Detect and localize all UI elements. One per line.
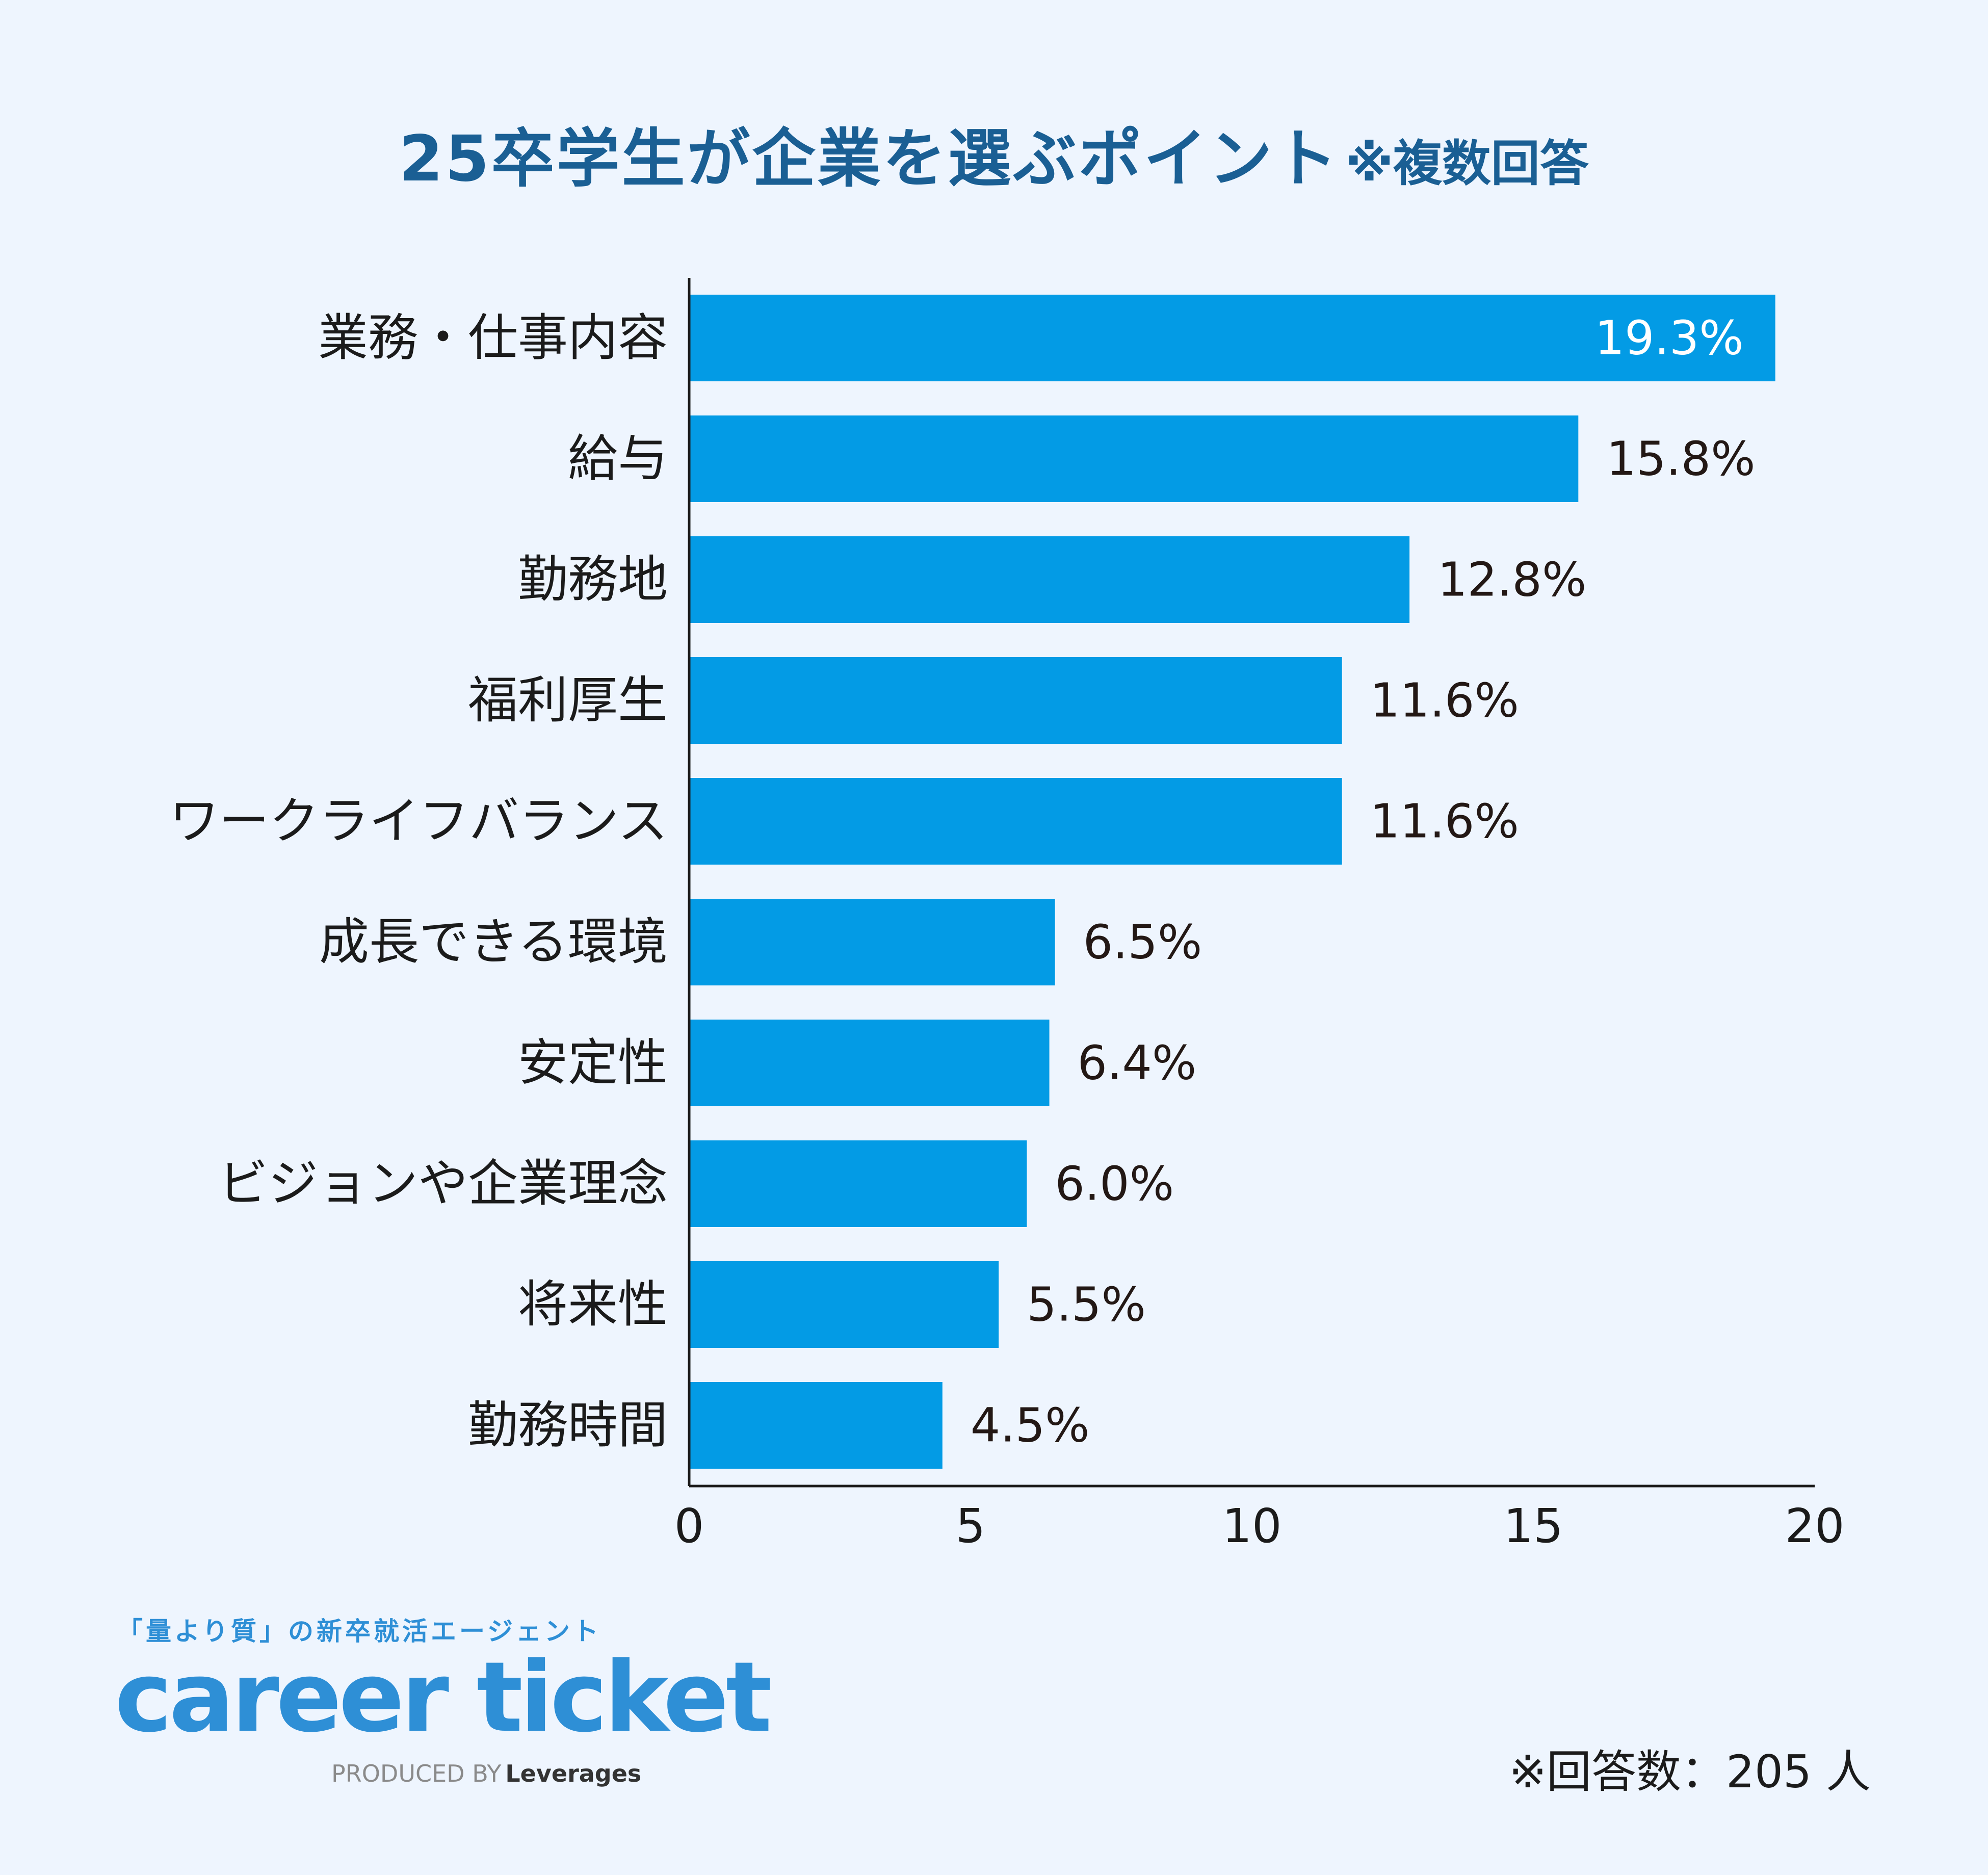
bar-7 [689,1020,1050,1106]
category-label: ビジョンや企業理念 [218,1155,668,1213]
category-labels: 業務・仕事内容給与勤務地福利厚生ワークライフバランス成長できる環境安定性ビジョン… [169,309,668,1454]
category-label: 成長できる環境 [319,913,668,971]
bar-9 [689,1261,999,1348]
value-label: 6.5% [1083,915,1202,970]
category-label: 安定性 [518,1034,668,1092]
category-label: 業務・仕事内容 [318,309,668,367]
value-label: 11.6% [1370,794,1519,849]
category-label: 勤務地 [518,551,668,609]
bar-2 [689,415,1579,502]
category-label: 勤務時間 [468,1396,668,1454]
chart-title-note: ※複数回答 [1345,135,1589,192]
value-label: 6.4% [1078,1036,1197,1090]
bars-group [689,295,1775,1469]
career-ticket-logo: career ticket [115,1641,772,1754]
bar-1 [689,295,1775,381]
value-label: 4.5% [971,1398,1090,1453]
x-tick-label: 15 [1503,1499,1563,1553]
value-label: 19.3% [1594,311,1743,366]
x-tick-label: 5 [956,1499,986,1553]
category-label: ワークライフバランス [169,792,668,850]
x-tick-label: 20 [1785,1499,1844,1553]
category-label: 給与 [568,430,668,488]
leverages-logo: Leverages [505,1760,642,1787]
produced-by-text: PRODUCED BY [331,1760,502,1787]
value-label: 6.0% [1055,1157,1174,1211]
bar-10 [689,1382,943,1469]
bar-8 [689,1140,1027,1227]
x-tick-label: 10 [1222,1499,1281,1553]
value-label: 12.8% [1437,553,1586,607]
category-label: 将来性 [518,1275,668,1334]
x-tick-label: 0 [674,1499,704,1553]
value-labels: 19.3% 15.8% 12.8% 11.6% 11.6% 6.5% 6.4% 6.0% 5.5… [971,311,1756,1453]
value-label: 5.5% [1027,1278,1146,1332]
bar-4 [689,657,1342,744]
bar-3 [689,536,1410,623]
produced-by-line: PRODUCED BY Leverages [331,1760,641,1787]
x-axis-tick-labels: 0 5 10 15 20 [674,1499,1845,1553]
category-label: 福利厚生 [468,671,668,730]
brand-tagline: 「量より質」の新卒就活エージェント [117,1617,601,1646]
bar-chart: 業務・仕事内容給与勤務地福利厚生ワークライフバランス成長できる環境安定性ビジョン… [169,278,1845,1553]
value-label: 11.6% [1370,673,1519,728]
bar-5 [689,778,1342,865]
respondent-count-note: ※回答数：205 人 [1509,1746,1871,1798]
bar-6 [689,899,1055,985]
chart-title: 25卒学生が企業を選ぶポイント ※複数回答 [0,107,1988,199]
value-label: 15.8% [1606,432,1755,486]
chart-title-main: 25卒学生が企業を選ぶポイント [399,122,1340,196]
